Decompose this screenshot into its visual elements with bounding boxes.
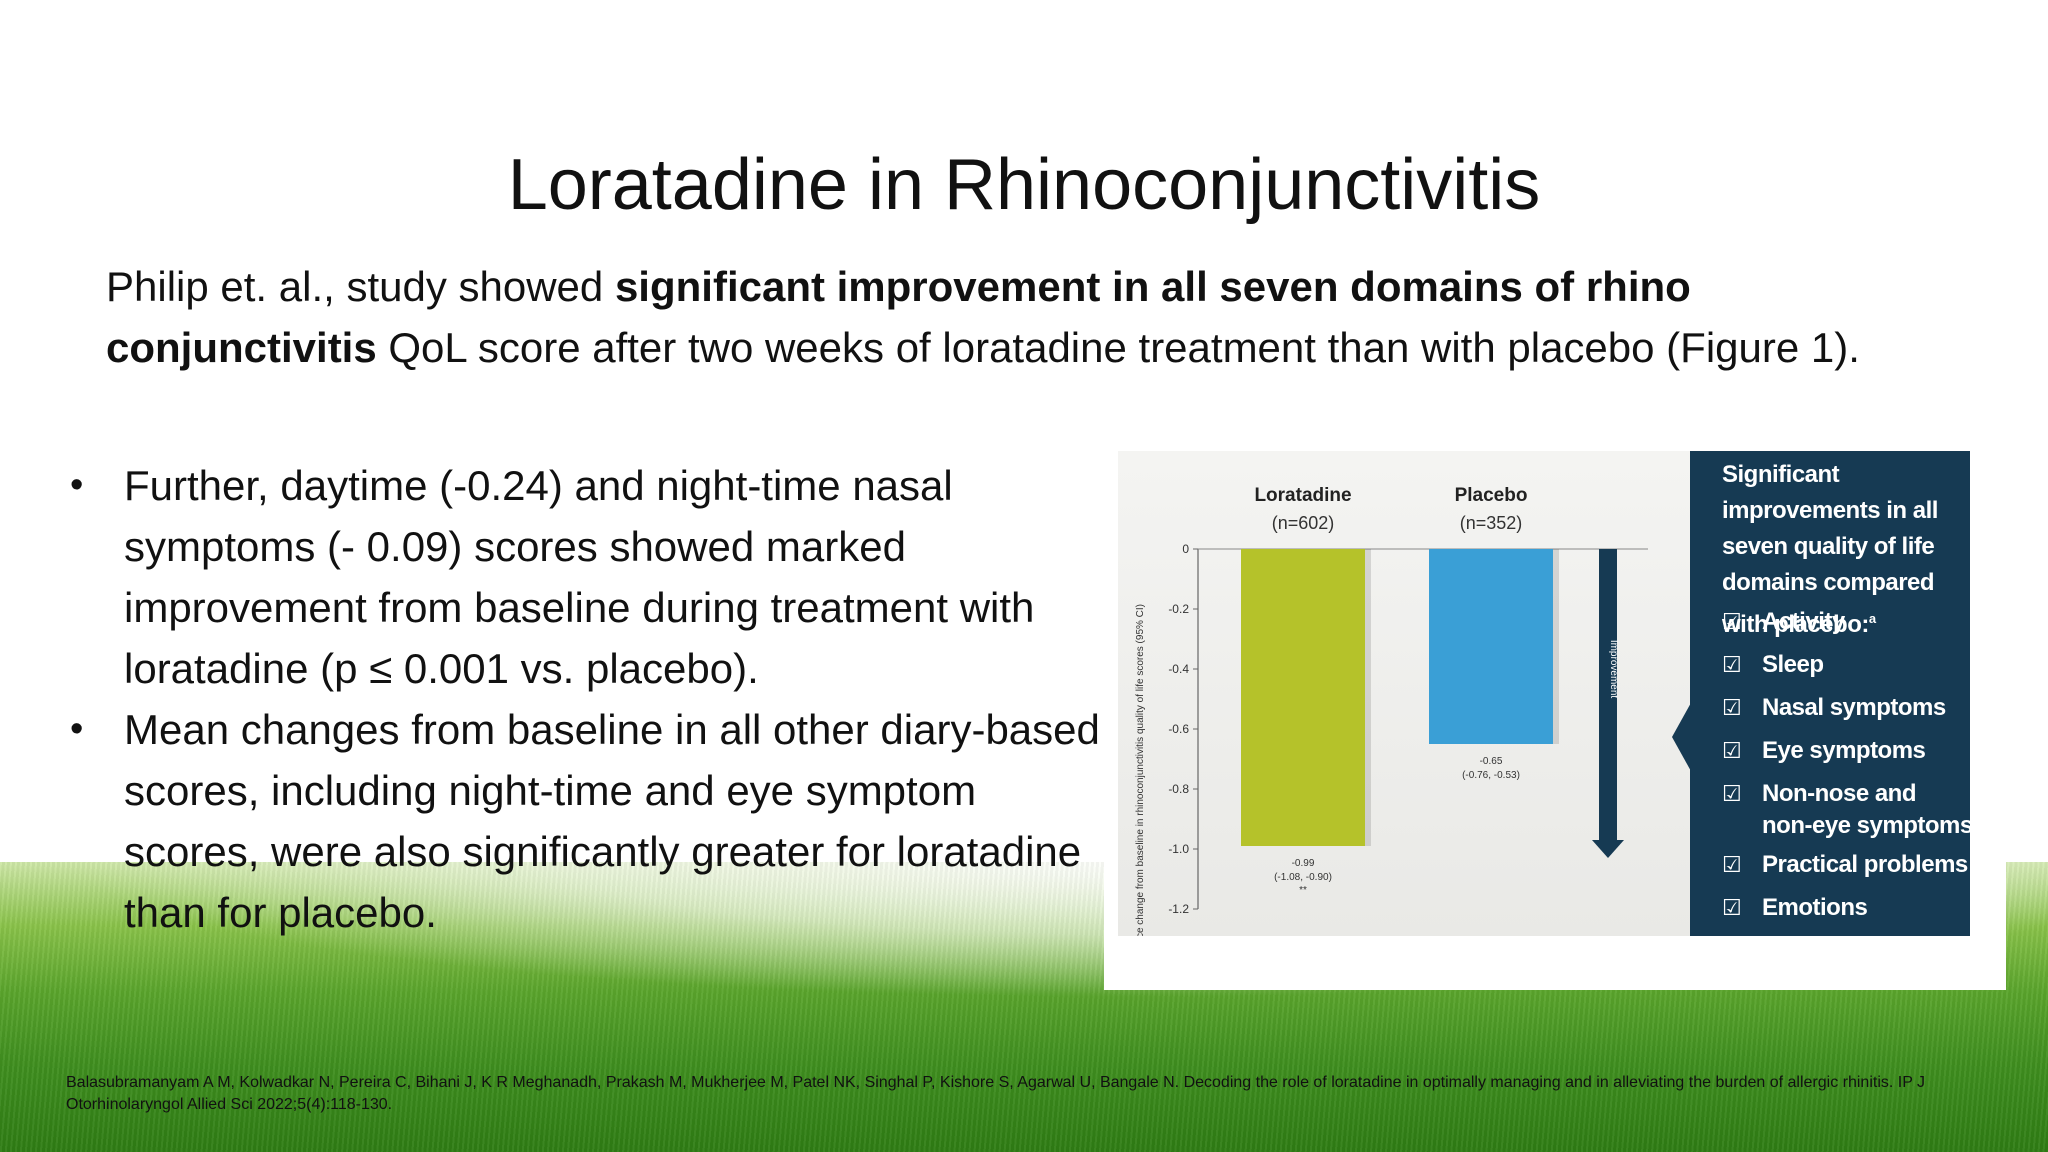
bullet-item: • Mean changes from baseline in all othe…	[64, 699, 1104, 943]
intro-text-bold: significant improvement in all seven dom…	[106, 263, 1691, 371]
domain-item-sleep: ☑ Sleep	[1722, 643, 1973, 686]
checkbox-checked-icon: ☑	[1722, 609, 1742, 634]
category-n-label: (n=352)	[1460, 513, 1523, 533]
bar-chart: LS mean difference change from baseline …	[1135, 485, 1648, 1014]
checkbox-checked-icon: ☑	[1722, 895, 1742, 920]
improvement-arrow: Improvement	[1592, 549, 1624, 858]
domain-label: Nasal symptoms	[1762, 694, 1946, 721]
y-tick-label: -0.2	[1168, 602, 1189, 616]
domain-label: Activity	[1762, 608, 1845, 635]
arrow-label: Improvement	[1608, 640, 1619, 699]
bullet-text: Mean changes from baseline in all other …	[124, 706, 1100, 936]
category-n-label: (n=602)	[1272, 513, 1335, 533]
bullet-glyph: •	[70, 464, 84, 506]
category-label: Loratadine	[1254, 485, 1351, 506]
domain-list: ☑ Activity ☑ Sleep ☑ Nasal symptoms ☑ Eye sy…	[1722, 600, 1973, 929]
slide-title: Loratadine in Rhinoconjunctivitis	[507, 145, 1541, 226]
data-label: -0.99	[1292, 858, 1315, 869]
bullet-list: • Further, daytime (-0.24) and night-tim…	[64, 455, 1104, 943]
y-tick-label: -1.0	[1168, 842, 1189, 856]
panel-heading-text: Significant improvements in all seven qu…	[1722, 461, 1938, 638]
domain-label: Non-nose and	[1762, 780, 1917, 807]
domain-label-continuation: non-eye symptoms	[1762, 812, 1973, 839]
domain-label: Practical problems	[1762, 851, 1968, 878]
y-axis-label: LS mean difference change from baseline …	[1135, 604, 1146, 936]
arrow-shaft	[1599, 549, 1617, 840]
y-tick-label: -0.6	[1168, 722, 1189, 736]
y-tick-label: -0.8	[1168, 782, 1189, 796]
bar-labels: Loratadine (n=602) -0.99 (-1.08, -0.90) ** Pl…	[1254, 485, 1527, 896]
y-tick-label: -0.4	[1168, 662, 1189, 676]
domain-item-nasal-symptoms: ☑ Nasal symptoms	[1722, 686, 1973, 729]
checkbox-checked-icon: ☑	[1722, 738, 1742, 763]
category-label: Placebo	[1455, 485, 1528, 506]
bullet-item: • Further, daytime (-0.24) and night-tim…	[64, 455, 1104, 699]
panel-heading: Significant improvements in all seven qu…	[1722, 457, 1962, 643]
intro-text-part1: Philip et. al., study showed	[106, 263, 615, 310]
ci-label: (-0.76, -0.53)	[1462, 770, 1520, 781]
domain-item-eye-symptoms: ☑ Eye symptoms	[1722, 729, 1973, 772]
data-label: -0.65	[1480, 756, 1503, 767]
domain-label: Emotions	[1762, 894, 1868, 921]
checkbox-checked-icon: ☑	[1722, 852, 1742, 877]
domain-item-emotions: ☑ Emotions	[1722, 886, 1973, 929]
bullet-text: Further, daytime (-0.24) and night-time …	[124, 462, 1035, 692]
domain-label: Sleep	[1762, 651, 1824, 678]
arrow-head-icon	[1592, 840, 1624, 858]
intro-text-part2: QoL score after two weeks of loratadine …	[376, 324, 1860, 371]
panel-pointer	[1672, 701, 1692, 773]
bars	[1241, 549, 1559, 846]
citation: Balasubramanyam A M, Kolwadkar N, Pereir…	[66, 1074, 1926, 1113]
figure-1: LS mean difference change from baseline …	[1118, 451, 1973, 1014]
domains-panel: Significant improvements in all seven qu…	[1690, 451, 1973, 936]
domain-item-activity: ☑ Activity	[1722, 600, 1973, 643]
domain-label: Eye symptoms	[1762, 737, 1926, 764]
domain-item-practical-problems: ☑ Practical problems	[1722, 843, 1973, 886]
bar-loratadine	[1241, 549, 1365, 846]
ci-label: (-1.08, -0.90)	[1274, 872, 1332, 883]
checkbox-checked-icon: ☑	[1722, 781, 1742, 806]
domain-item-non-nose-non-eye: ☑ Non-nose and non-eye symptoms	[1722, 772, 1973, 843]
y-tick-label: 0	[1182, 542, 1189, 556]
bullet-glyph: •	[70, 708, 84, 750]
panel-heading-superscript: a	[1868, 611, 1876, 626]
chart-area: LS mean difference change from baseline …	[1118, 451, 1690, 1014]
intro-paragraph: Philip et. al., study showed significant…	[106, 256, 1886, 378]
significance-label: **	[1299, 885, 1307, 896]
y-ticks: 0 -0.2 -0.4 -0.6 -0.8 -1.0 -1.2	[1168, 542, 1198, 916]
checkbox-checked-icon: ☑	[1722, 652, 1742, 677]
bar-placebo	[1429, 549, 1553, 744]
checkbox-checked-icon: ☑	[1722, 695, 1742, 720]
y-tick-label: -1.2	[1168, 902, 1189, 916]
